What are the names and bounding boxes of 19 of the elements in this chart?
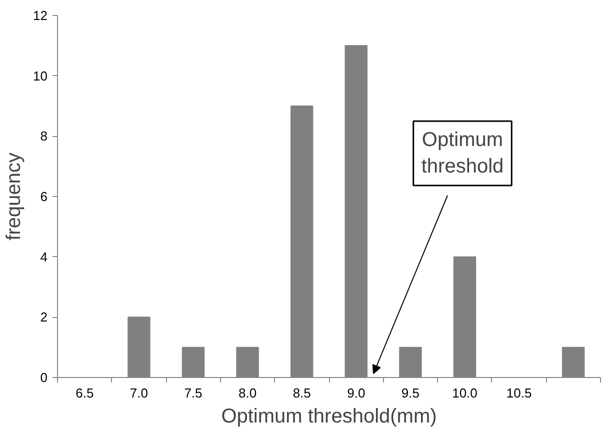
y-tick-label: 4: [40, 249, 48, 264]
x-tick-label: 10.5: [506, 386, 532, 400]
x-tick-label: 8.0: [238, 386, 257, 400]
x-tick-label: 9.5: [401, 386, 420, 400]
x-tick-label: 6.5: [76, 386, 94, 400]
y-tick-label: 10: [33, 68, 48, 84]
y-tick-label: 8: [40, 128, 48, 144]
annotation: Optimum threshold: [421, 129, 504, 178]
y-tick-label: 12: [33, 8, 48, 23]
x-tick-label: 10.0: [452, 386, 478, 400]
y-tick-label: 0: [40, 370, 48, 385]
y-tick-label: 6: [40, 189, 48, 204]
x-axis-title: Optimum threshold(mm): [221, 406, 437, 428]
x-tick-label: 7.0: [130, 386, 148, 400]
x-tick-label: 9.0: [347, 386, 366, 400]
x-tick-label: 7.5: [184, 386, 202, 400]
y-axis-title: frequency: [3, 152, 26, 240]
x-tick-label: 8.5: [292, 386, 311, 400]
y-tick-label: 2: [40, 310, 48, 325]
